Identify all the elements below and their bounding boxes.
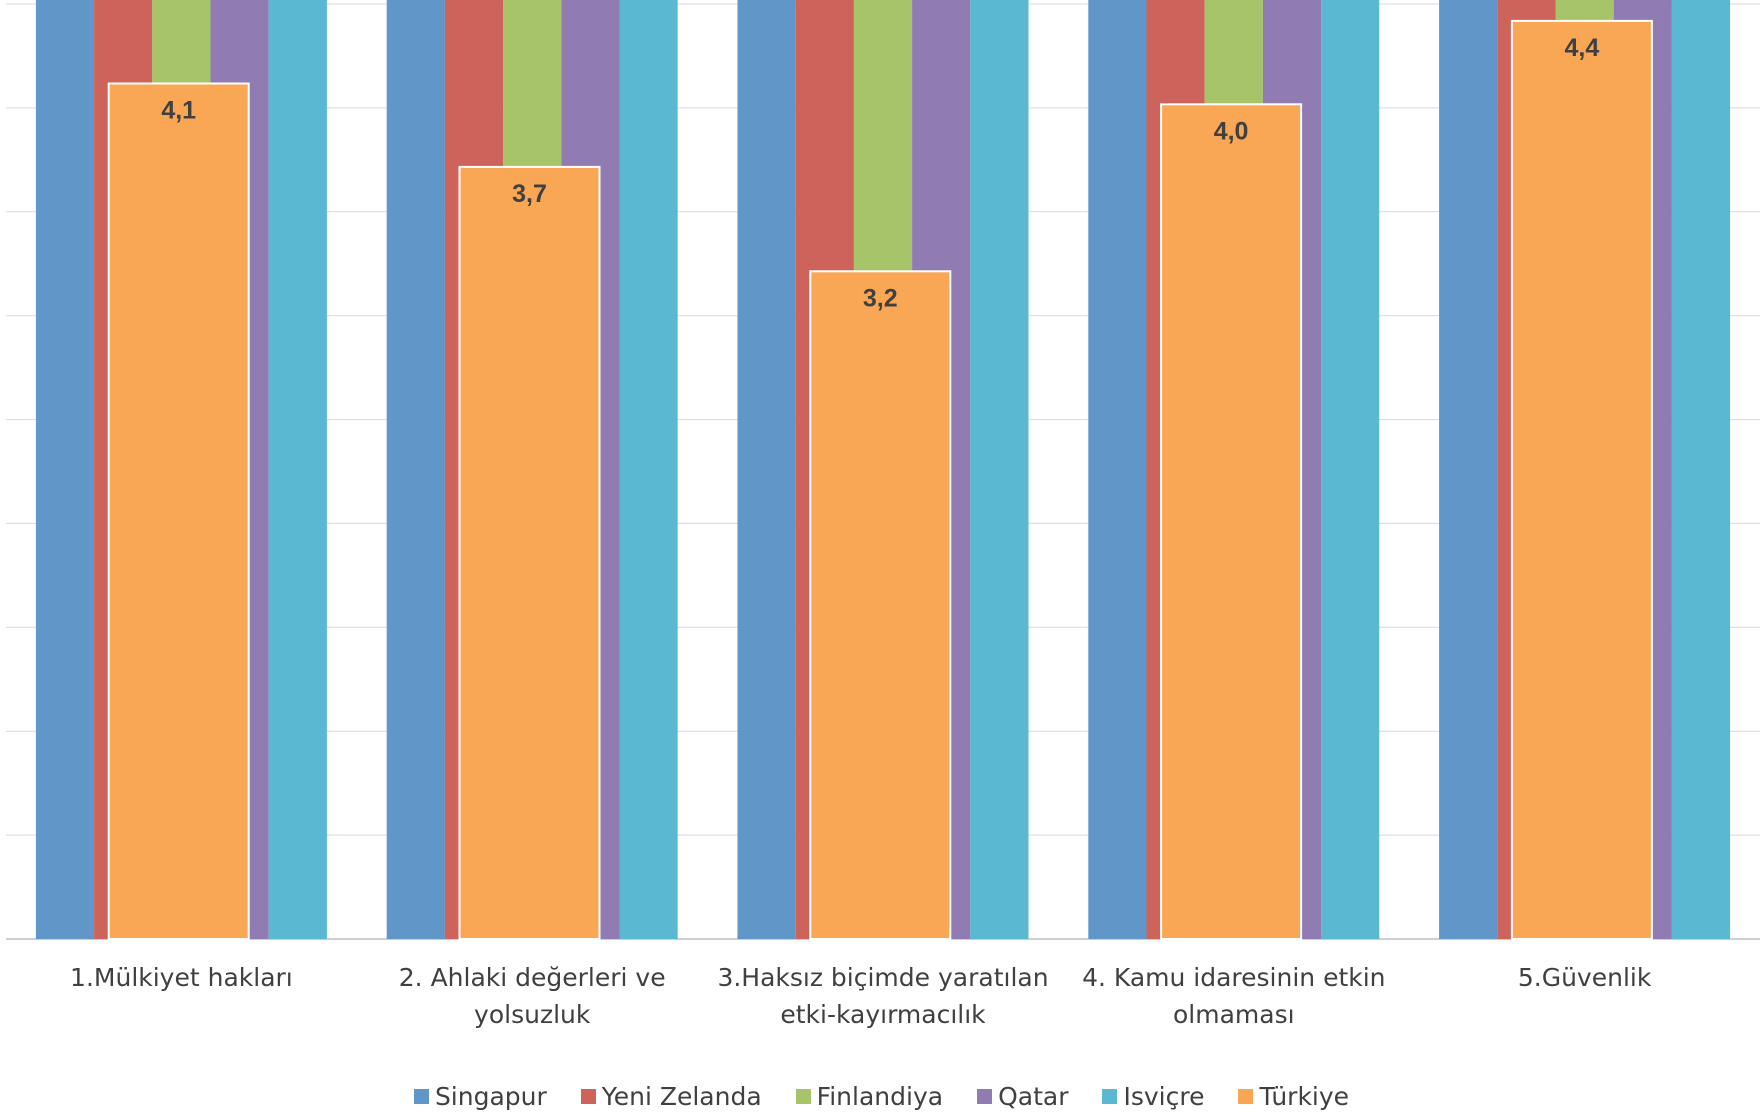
data-label: 4,1 (161, 97, 196, 125)
bar-isvicre (1321, 0, 1380, 939)
legend-item-isvicre: Isviçre (1102, 1082, 1204, 1111)
x-tick-label: 5.Güvenlik (1518, 963, 1652, 992)
legend-item-finlandiya: Finlandiya (795, 1081, 944, 1111)
legend-label: Yeni Zelanda (601, 1081, 762, 1111)
bar-isvicre (619, 0, 678, 940)
legend-swatch (1102, 1088, 1118, 1104)
legend-label: Qatar (998, 1081, 1069, 1111)
legend-item-yeni-zelanda: Yeni Zelanda (580, 1081, 762, 1111)
bar-turkiye (809, 270, 952, 940)
bar-singapur (737, 0, 796, 939)
data-label: 4,4 (1565, 34, 1600, 62)
x-tick-label: 3.Haksız biçimde yaratılan (717, 963, 1048, 992)
bar-isvicre (1671, 0, 1731, 940)
bar-isvicre (970, 0, 1029, 939)
bar-turkiye (458, 165, 601, 940)
legend-label: Türkiye (1259, 1081, 1350, 1111)
data-label: 3,7 (512, 180, 547, 208)
legend-swatch (413, 1088, 429, 1104)
legend-swatch (795, 1088, 811, 1104)
legend: Singapur Yeni Zelanda Finlandiya Qatar Isviç… (0, 1076, 1763, 1116)
bar-singapur (1088, 0, 1147, 939)
bar-turkiye (1160, 103, 1303, 941)
legend-swatch (1238, 1088, 1254, 1104)
data-label: 3,2 (863, 284, 898, 312)
bar-turkiye (107, 82, 250, 940)
legend-item-singapur: Singapur (413, 1081, 547, 1111)
bar-singapur (1439, 0, 1498, 939)
x-tick-label: yolsuzluk (474, 1000, 591, 1029)
category-labels: 1.Mülkiyet hakları 2. Ahlaki değerleri ve… (70, 963, 1652, 1029)
x-tick-label: 2. Ahlaki değerleri ve (399, 963, 666, 992)
x-tick-label: 4. Kamu idaresinin etkin (1082, 963, 1385, 992)
bar-singapur (35, 0, 95, 939)
bar-turkiye (1510, 19, 1653, 940)
legend-label: Singapur (434, 1081, 547, 1111)
value-labels: 6,36,16,45,66,34,16,36,26,06,15,83,75,56… (161, 34, 1600, 312)
legend-item-turkiye: Türkiye (1238, 1082, 1349, 1111)
bar-isvicre (268, 0, 327, 939)
legend-swatch (580, 1088, 596, 1104)
legend-label: Isviçre (1123, 1081, 1205, 1111)
data-label: 4,0 (1214, 117, 1249, 145)
legend-swatch (977, 1088, 993, 1104)
bars (35, 0, 1731, 941)
x-tick-label: etki-kayırmacılık (780, 1000, 986, 1029)
legend-item-qatar: Qatar (977, 1082, 1068, 1111)
legend-label: Finlandiya (816, 1081, 944, 1111)
bar-singapur (386, 0, 445, 939)
x-tick-label: 1.Mülkiyet hakları (70, 963, 293, 992)
x-tick-label: olmaması (1173, 1000, 1295, 1029)
